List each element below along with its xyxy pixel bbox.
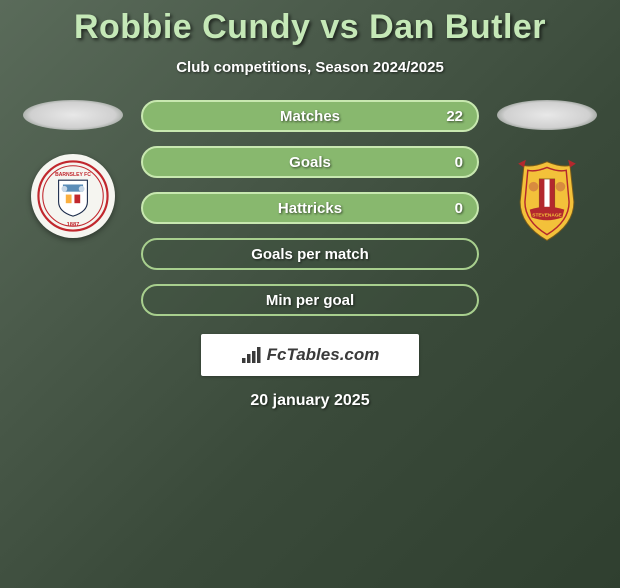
right-side: STEVENAGE xyxy=(497,100,597,250)
chart-icon xyxy=(241,346,263,364)
crest-right-icon: STEVENAGE xyxy=(499,154,595,250)
branding-text: FcTables.com xyxy=(267,345,380,365)
date-text: 20 january 2025 xyxy=(0,392,620,410)
stat-bar-goals: Goals 0 xyxy=(141,146,479,178)
stat-value-right: 0 xyxy=(455,200,463,217)
stat-label: Goals per match xyxy=(251,246,369,263)
subtitle: Club competitions, Season 2024/2025 xyxy=(0,59,620,76)
stat-value-right: 22 xyxy=(446,108,463,125)
stat-bars: Matches 22 Goals 0 Hattricks 0 Goals per… xyxy=(141,100,479,316)
stat-bar-hattricks: Hattricks 0 xyxy=(141,192,479,224)
stat-label: Matches xyxy=(280,108,340,125)
page-title: Robbie Cundy vs Dan Butler xyxy=(0,8,620,47)
stat-bar-min-per-goal: Min per goal xyxy=(141,284,479,316)
stat-bar-goals-per-match: Goals per match xyxy=(141,238,479,270)
player1-name: Robbie Cundy xyxy=(74,8,310,46)
stat-value-right: 0 xyxy=(455,154,463,171)
svg-text:STEVENAGE: STEVENAGE xyxy=(532,212,562,218)
stat-label: Min per goal xyxy=(266,292,354,309)
vs-text: vs xyxy=(320,8,359,46)
player2-name: Dan Butler xyxy=(369,8,546,46)
stat-label: Hattricks xyxy=(278,200,342,217)
player1-photo-placeholder xyxy=(23,100,123,130)
stevenage-crest: STEVENAGE xyxy=(499,154,595,250)
player2-photo-placeholder xyxy=(497,100,597,130)
svg-text:1887: 1887 xyxy=(67,222,80,228)
branding-badge: FcTables.com xyxy=(201,334,419,376)
stat-label: Goals xyxy=(289,154,331,171)
svg-text:BARNSLEY FC: BARNSLEY FC xyxy=(55,172,91,178)
barnsley-crest: BARNSLEY FC 1887 xyxy=(31,154,115,238)
comparison-content: BARNSLEY FC 1887 Matches 22 Goals 0 Hatt… xyxy=(0,100,620,316)
crest-left-icon: BARNSLEY FC 1887 xyxy=(37,160,109,232)
left-side: BARNSLEY FC 1887 xyxy=(23,100,123,238)
stat-bar-matches: Matches 22 xyxy=(141,100,479,132)
